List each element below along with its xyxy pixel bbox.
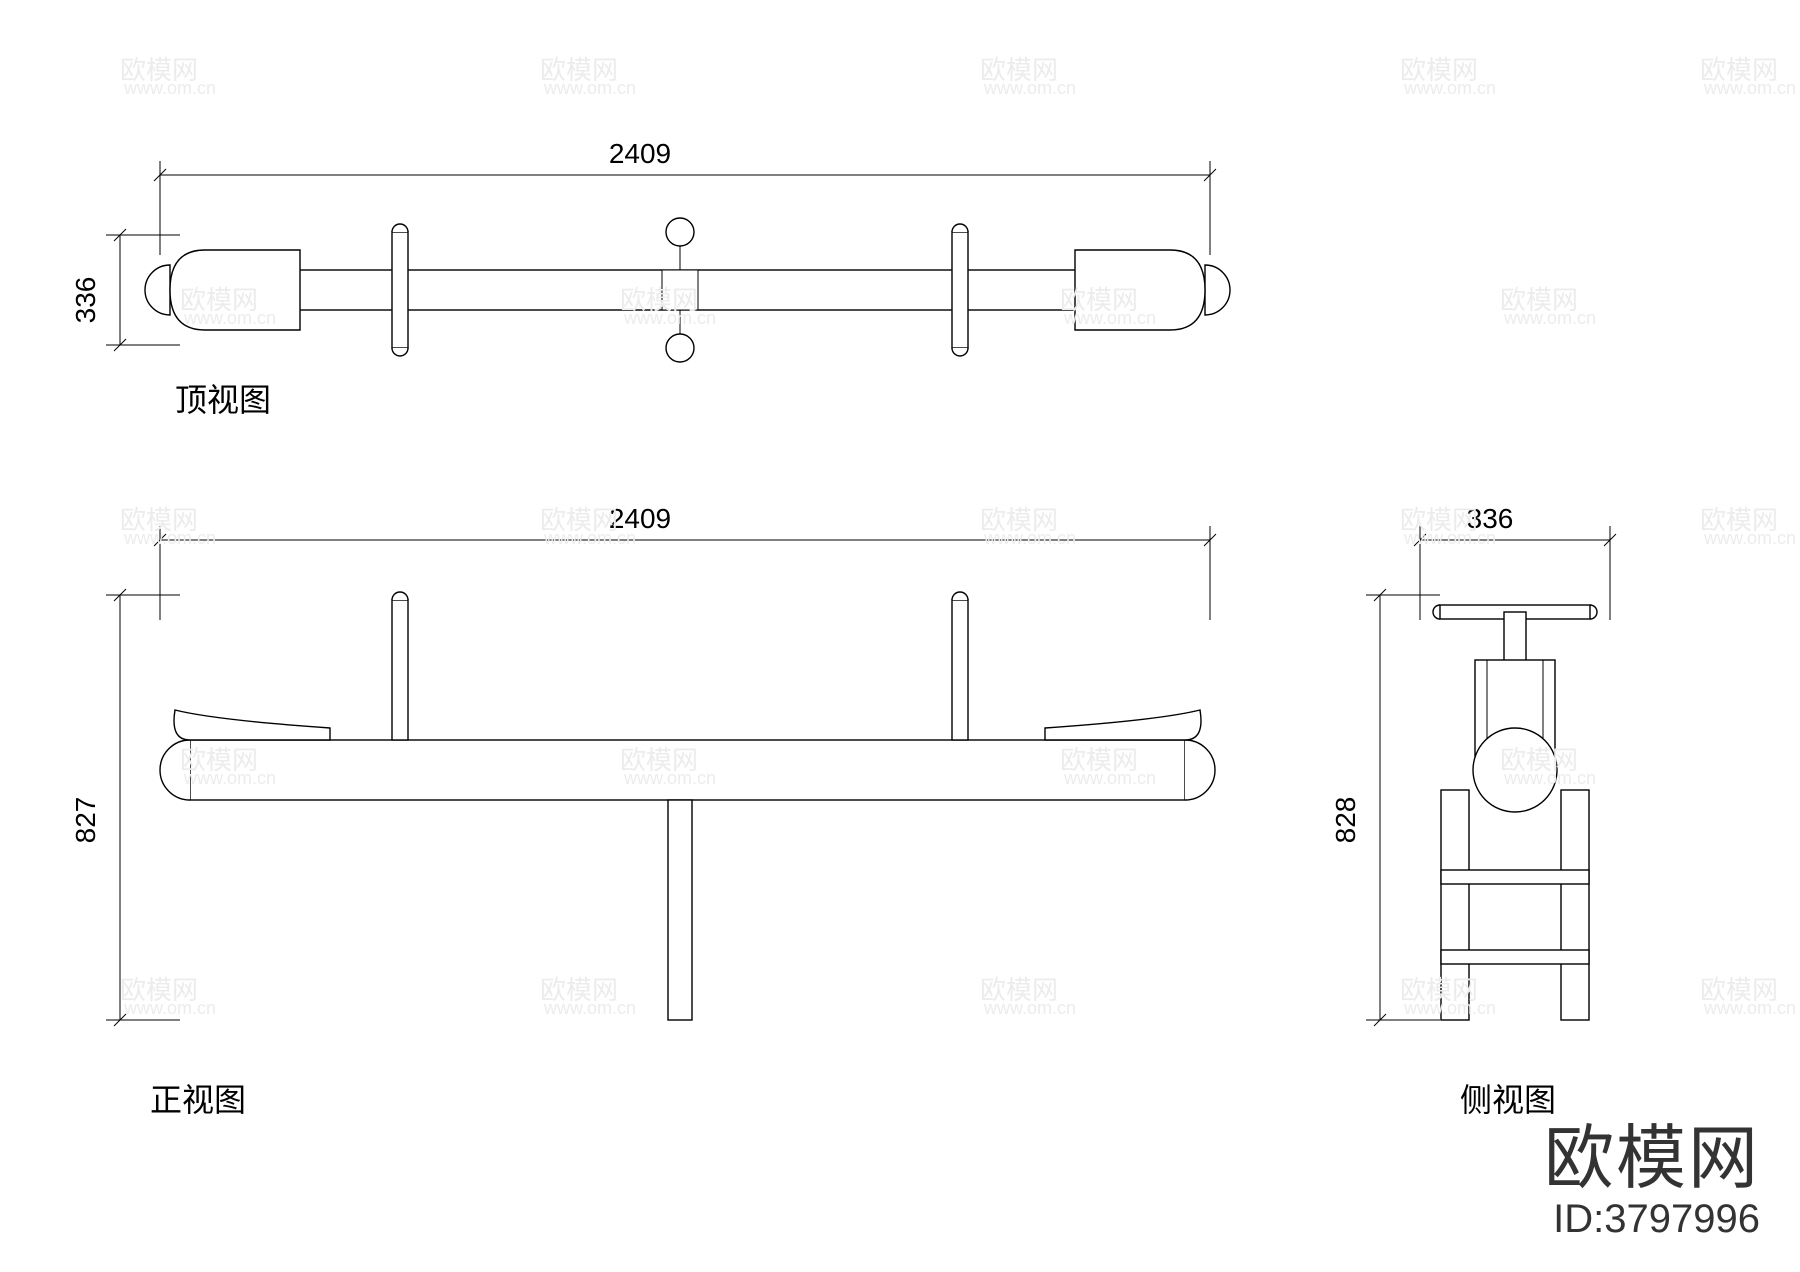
svg-text:336: 336	[1467, 503, 1514, 534]
svg-text:336: 336	[70, 277, 101, 324]
drawing-page: { "canvas": { "width": 1800, "height": 1…	[0, 0, 1800, 1272]
svg-text:2409: 2409	[609, 503, 671, 534]
svg-text:2409: 2409	[609, 138, 671, 169]
svg-text:827: 827	[70, 797, 101, 844]
model-id: ID:3797996	[1544, 1197, 1760, 1242]
top-view-label: 顶视图	[175, 375, 271, 421]
brand-name: 欧模网	[1544, 1102, 1760, 1203]
svg-text:828: 828	[1330, 797, 1361, 844]
front-view-label: 正视图	[150, 1075, 246, 1121]
brand-logo: 欧模网 ID:3797996	[1544, 1102, 1760, 1242]
side-view-label: 侧视图	[1460, 1075, 1556, 1121]
